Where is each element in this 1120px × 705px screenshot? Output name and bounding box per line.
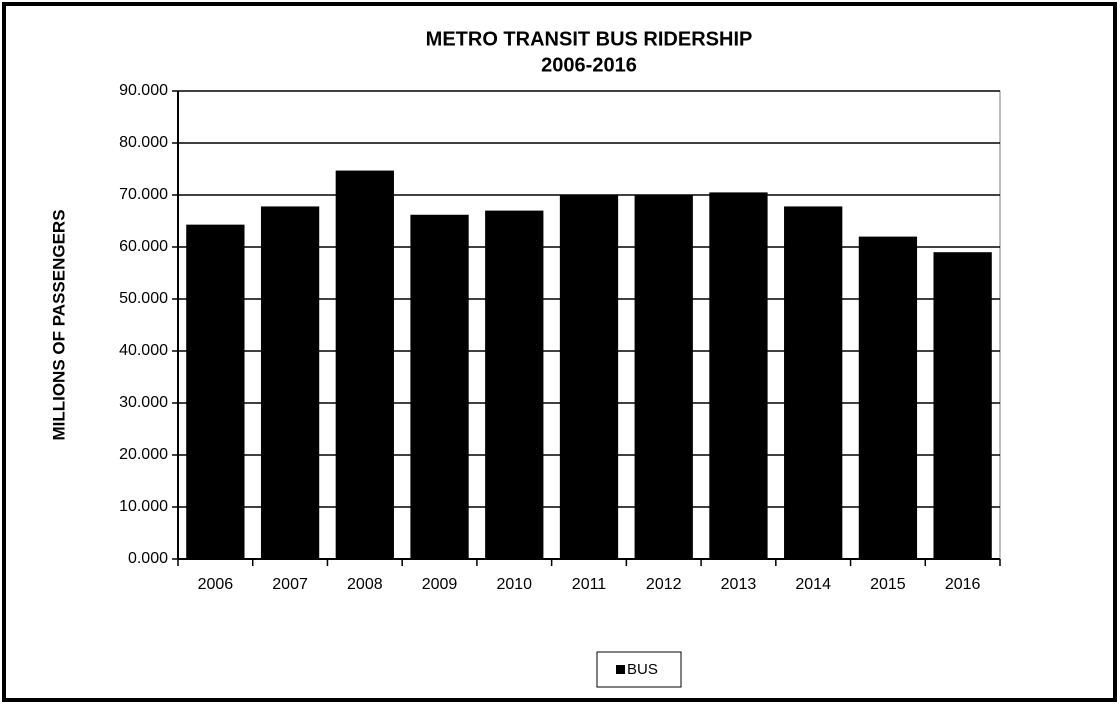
y-tick-label: 30.000 — [119, 394, 168, 411]
legend-label: BUS — [627, 661, 658, 678]
y-tick-label: 60.000 — [119, 238, 168, 255]
bar — [858, 236, 918, 559]
x-tick-label: 2015 — [870, 576, 906, 593]
bar — [335, 170, 394, 559]
y-tick-label: 0.000 — [128, 550, 168, 567]
bar — [410, 214, 469, 559]
x-tick-label: 2011 — [572, 576, 607, 593]
y-tick-label: 20.000 — [119, 446, 168, 463]
x-tick-label: 2009 — [422, 576, 458, 593]
x-tick-label: 2012 — [646, 576, 682, 593]
bar — [784, 206, 843, 559]
legend-box — [596, 651, 682, 688]
bar — [634, 195, 693, 559]
x-tick-label: 2014 — [795, 576, 831, 593]
y-tick-label: 40.000 — [119, 342, 168, 359]
x-tick-label: 2008 — [347, 576, 383, 593]
y-tick-label: 10.000 — [119, 498, 168, 515]
bar — [485, 210, 544, 559]
bar — [709, 192, 768, 559]
y-tick-label: 50.000 — [119, 290, 168, 307]
x-tick-label: 2007 — [272, 576, 308, 593]
bar — [186, 224, 245, 559]
chart-subtitle: 2006-2016 — [541, 54, 637, 76]
x-tick-label: 2006 — [198, 576, 234, 593]
y-tick-label: 90.000 — [119, 82, 168, 99]
bar — [260, 206, 320, 559]
y-tick-label: 70.000 — [119, 186, 168, 203]
bar — [933, 252, 992, 559]
chart-title: METRO TRANSIT BUS RIDERSHIP — [426, 28, 753, 50]
legend-swatch — [616, 665, 625, 674]
bar — [559, 195, 619, 559]
x-tick-label: 2010 — [496, 576, 532, 593]
x-tick-label: 2013 — [721, 576, 757, 593]
x-tick-label: 2016 — [945, 576, 981, 593]
y-tick-label: 80.000 — [119, 134, 168, 151]
y-axis-label: MILLIONS OF PASSENGERS — [49, 209, 68, 440]
